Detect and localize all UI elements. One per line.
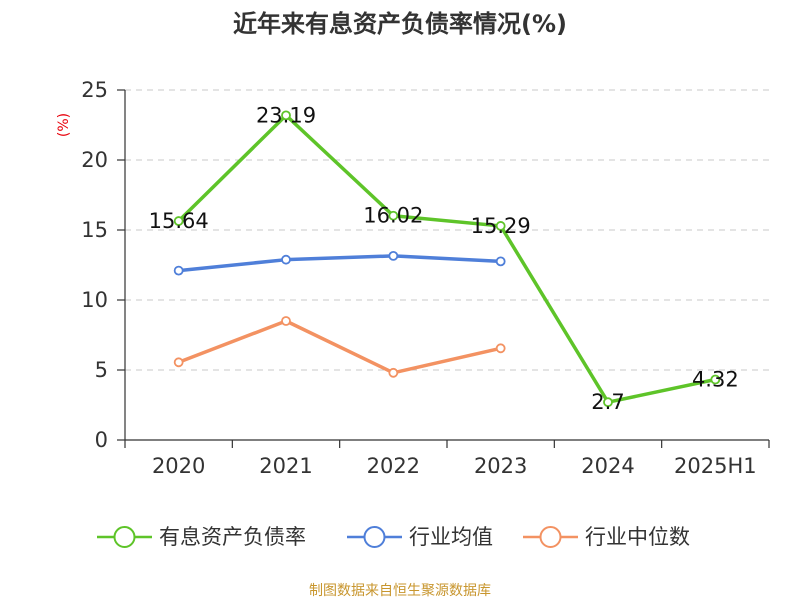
x-tick-label: 2024 xyxy=(581,454,634,478)
legend-marker-icon xyxy=(113,526,136,548)
x-tick-label: 2025H1 xyxy=(674,454,757,478)
data-label: 23.19 xyxy=(256,103,316,127)
legend[interactable]: 有息资产负债率 行业均值 行业中位数 xyxy=(97,525,690,549)
data-point xyxy=(281,316,291,326)
x-tick-label: 2023 xyxy=(474,454,527,478)
data-point xyxy=(495,221,506,231)
gridlines xyxy=(125,89,769,371)
y-tick-label: 20 xyxy=(81,148,108,172)
data-point xyxy=(388,250,399,261)
x-tick-label: 2020 xyxy=(152,454,205,478)
y-tick-label: 25 xyxy=(81,78,108,102)
chart-title: 近年来有息资产负债率情况(%) xyxy=(233,10,567,38)
legend-item[interactable]: 行业中位数 xyxy=(523,525,690,549)
y-axis-label: (%) xyxy=(56,113,72,137)
data-point xyxy=(710,374,721,385)
data-label: 15.64 xyxy=(149,209,209,233)
legend-marker-icon xyxy=(539,526,562,548)
source-note: 制图数据来自恒生聚源数据库 xyxy=(309,583,491,599)
data-label: 2.7 xyxy=(591,390,624,414)
y-tick-label: 10 xyxy=(81,288,108,312)
series-lines xyxy=(173,110,721,408)
data-point xyxy=(388,367,399,378)
legend-marker-icon xyxy=(363,526,386,548)
data-point xyxy=(603,397,613,408)
series-line xyxy=(176,319,503,375)
y-tick-label: 0 xyxy=(95,428,108,452)
x-tick-label: 2021 xyxy=(259,454,312,478)
legend-label: 有息资产负债率 xyxy=(159,525,306,549)
legend-label: 行业中位数 xyxy=(585,525,690,549)
data-point xyxy=(173,265,184,276)
data-label: 16.02 xyxy=(363,204,423,228)
legend-item[interactable]: 有息资产负债率 xyxy=(97,525,306,549)
data-point xyxy=(173,216,184,226)
legend-label: 行业均值 xyxy=(409,525,493,549)
series-line xyxy=(176,113,718,404)
x-tick-label: 2022 xyxy=(367,454,420,478)
series-line xyxy=(176,254,503,273)
data-point xyxy=(281,110,291,121)
data-label: 4.32 xyxy=(692,368,739,392)
data-label: 15.29 xyxy=(471,214,531,238)
data-labels: 15.64 23.19 16.02 15.29 2.7 4.32 xyxy=(149,103,739,414)
data-point xyxy=(173,357,184,368)
y-tick-label: 5 xyxy=(95,358,108,382)
legend-item[interactable]: 行业均值 xyxy=(347,525,493,549)
y-tick-label: 15 xyxy=(81,218,108,242)
data-point xyxy=(495,256,506,267)
data-point xyxy=(388,210,399,221)
data-point xyxy=(281,254,291,265)
axes: 0 5 10 15 20 25 2020 2021 2022 2023 2024 2025H1 xyxy=(81,78,770,478)
data-point xyxy=(495,343,506,354)
